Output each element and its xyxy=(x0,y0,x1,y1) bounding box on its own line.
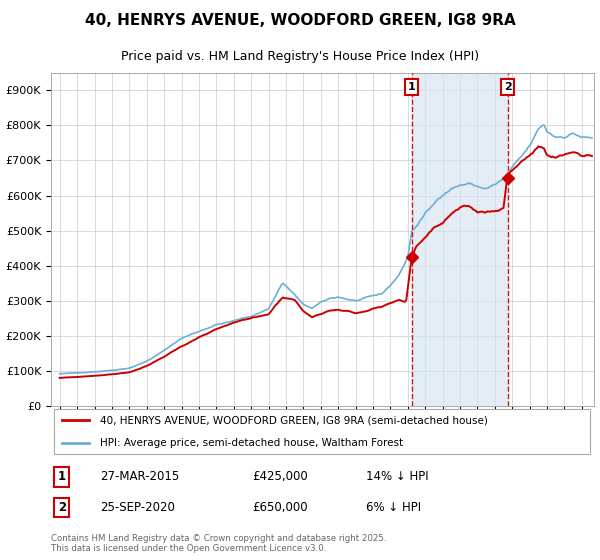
Text: 1: 1 xyxy=(408,82,416,92)
Text: 40, HENRYS AVENUE, WOODFORD GREEN, IG8 9RA (semi-detached house): 40, HENRYS AVENUE, WOODFORD GREEN, IG8 9… xyxy=(100,416,488,426)
Text: £425,000: £425,000 xyxy=(252,470,308,483)
Text: Contains HM Land Registry data © Crown copyright and database right 2025.
This d: Contains HM Land Registry data © Crown c… xyxy=(51,534,386,553)
Text: £650,000: £650,000 xyxy=(252,501,308,514)
Text: 27-MAR-2015: 27-MAR-2015 xyxy=(100,470,179,483)
Text: 6% ↓ HPI: 6% ↓ HPI xyxy=(366,501,421,514)
Text: HPI: Average price, semi-detached house, Waltham Forest: HPI: Average price, semi-detached house,… xyxy=(100,438,403,448)
Text: 14% ↓ HPI: 14% ↓ HPI xyxy=(366,470,428,483)
Text: 2: 2 xyxy=(503,82,511,92)
FancyBboxPatch shape xyxy=(54,409,590,454)
Text: Price paid vs. HM Land Registry's House Price Index (HPI): Price paid vs. HM Land Registry's House … xyxy=(121,50,479,63)
Text: 2: 2 xyxy=(58,501,66,514)
Text: 25-SEP-2020: 25-SEP-2020 xyxy=(100,501,175,514)
Bar xyxy=(412,73,508,406)
Text: 1: 1 xyxy=(58,470,66,483)
Text: 40, HENRYS AVENUE, WOODFORD GREEN, IG8 9RA: 40, HENRYS AVENUE, WOODFORD GREEN, IG8 9… xyxy=(85,13,515,28)
